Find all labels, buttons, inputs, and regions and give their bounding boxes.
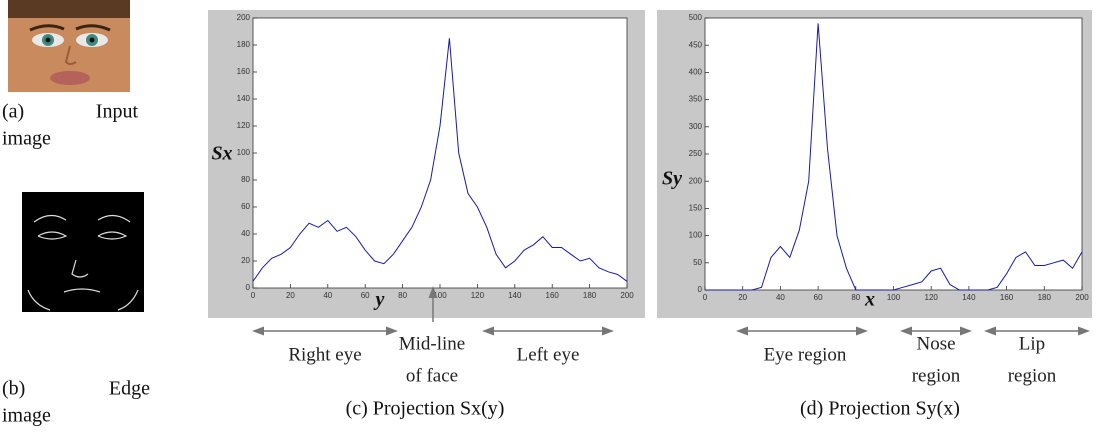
data-line (705, 23, 1083, 291)
edge-image (22, 192, 144, 312)
annotation: region (1008, 365, 1057, 386)
y-tick-label: 500 (689, 13, 703, 22)
y-tick-label: 200 (237, 13, 251, 22)
y-tick-label: 250 (689, 149, 703, 158)
caption-text: Edge (109, 378, 150, 400)
x-tick-label: 140 (508, 291, 522, 300)
y-tick-label: 150 (689, 204, 703, 213)
y-tick-label: 120 (237, 121, 251, 130)
x-tick-label: 100 (433, 291, 447, 300)
x-tick-label: 80 (398, 291, 407, 300)
caption-text: image (2, 405, 51, 427)
x-tick-label: 120 (471, 291, 485, 300)
plot-area (704, 17, 1083, 291)
annotation: Right eye (288, 344, 361, 365)
x-tick-label: 0 (251, 291, 256, 300)
x-tick-label: 40 (323, 291, 332, 300)
y-tick-label: 300 (689, 122, 703, 131)
input-image (8, 0, 130, 92)
y-tick-label: 80 (241, 175, 250, 184)
x-tick-label: 20 (738, 293, 747, 302)
y-tick-label: 100 (237, 148, 251, 157)
x-tick-label: 120 (925, 293, 939, 302)
x-tick-label: 80 (851, 293, 860, 302)
x-tick-label: 40 (776, 293, 785, 302)
x-axis-label: x (864, 289, 875, 311)
y-tick-label: 60 (241, 202, 250, 211)
x-tick-label: 180 (1038, 293, 1052, 302)
y-tick-label: 50 (693, 258, 702, 267)
annotation: region (912, 365, 961, 386)
y-tick-label: 160 (237, 67, 251, 76)
y-tick-label: 400 (689, 68, 703, 77)
caption-text: image (2, 128, 51, 150)
annotation: Nose (916, 333, 955, 354)
y-tick-label: 40 (241, 229, 250, 238)
x-tick-label: 0 (703, 293, 708, 302)
x-tick-label: 60 (361, 291, 370, 300)
x-tick-label: 100 (887, 293, 901, 302)
annotation: Eye region (764, 344, 847, 365)
x-axis-label: y (374, 289, 385, 311)
x-tick-label: 200 (620, 291, 634, 300)
y-tick-label: 450 (689, 40, 703, 49)
x-tick-label: 180 (583, 291, 597, 300)
caption: (c) Projection Sx(y) (346, 398, 505, 420)
annotation: of face (406, 365, 458, 386)
y-tick-label: 140 (237, 94, 251, 103)
plot-area (252, 17, 628, 289)
y-tick-label: 20 (241, 256, 250, 265)
x-tick-label: 20 (286, 291, 295, 300)
annotation: Lip (1019, 333, 1045, 354)
caption-label: (b) (2, 378, 25, 400)
annotation: Mid-line (399, 333, 466, 354)
caption-label: (a) (2, 101, 24, 123)
y-tick-label: 100 (689, 231, 703, 240)
annotation-arrows (252, 286, 1090, 336)
data-line (252, 38, 628, 282)
caption-text: Input (96, 101, 139, 123)
y-tick-label: 200 (689, 176, 703, 185)
x-tick-label: 160 (546, 291, 560, 300)
annotation: Left eye (517, 344, 580, 365)
y-axis-label: Sx (211, 143, 232, 165)
y-tick-label: 350 (689, 95, 703, 104)
x-tick-label: 140 (962, 293, 976, 302)
y-tick-label: 0 (698, 285, 703, 294)
caption: (d) Projection Sy(x) (800, 398, 960, 420)
y-tick-label: 180 (237, 40, 251, 49)
y-tick-label: 0 (246, 283, 251, 292)
y-axis-label: Sy (662, 168, 682, 190)
x-tick-label: 160 (1000, 293, 1014, 302)
x-tick-label: 200 (1075, 293, 1089, 302)
x-tick-label: 60 (814, 293, 823, 302)
